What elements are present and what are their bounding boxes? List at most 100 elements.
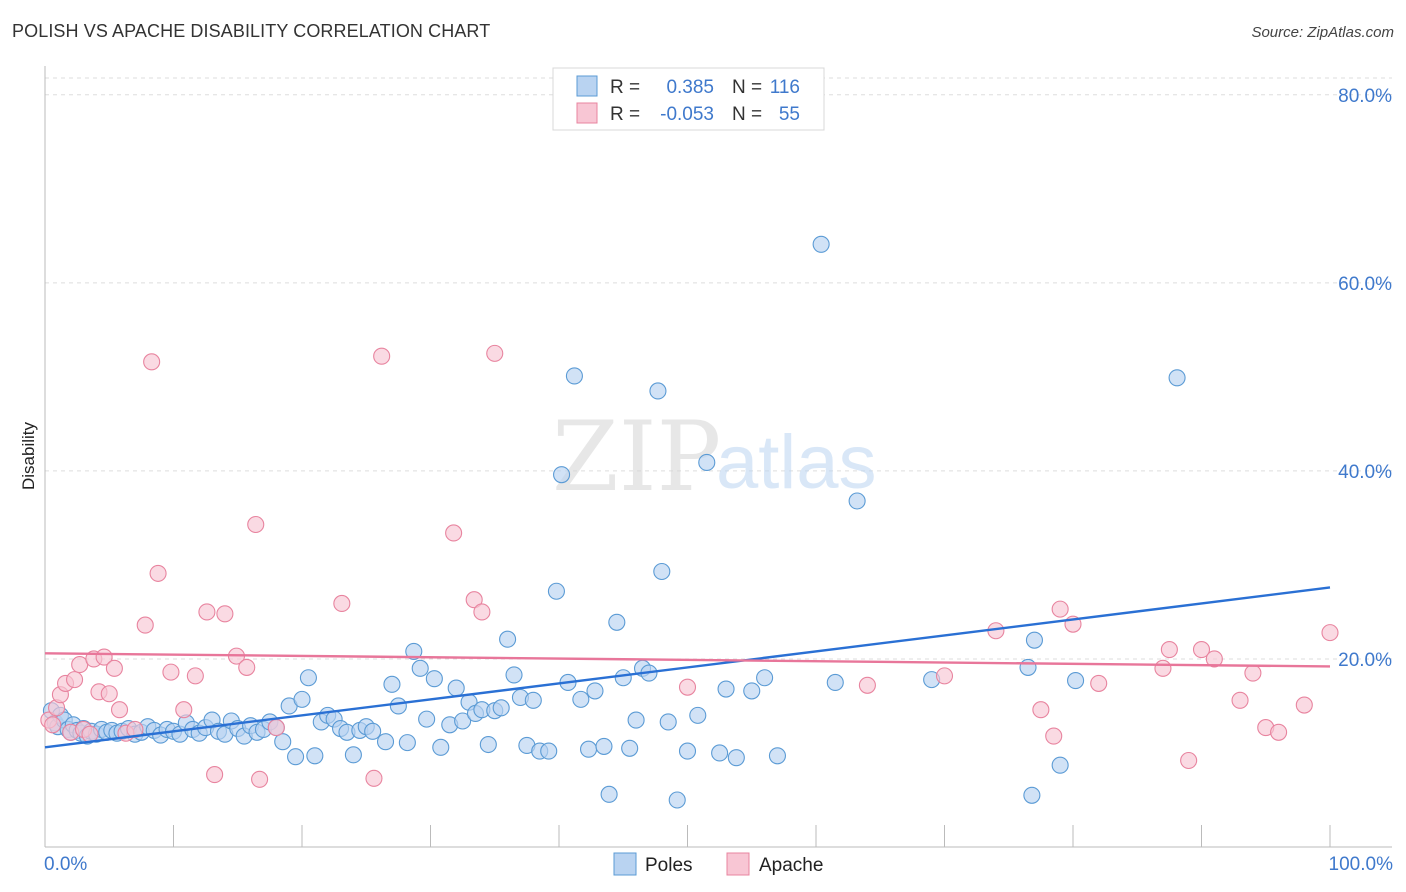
apache-n-value: 55 — [779, 104, 800, 125]
poles-point — [668, 791, 686, 809]
apache-point — [136, 616, 154, 634]
poles-point — [649, 382, 667, 400]
apache-point — [858, 676, 876, 694]
apache-point — [105, 659, 123, 677]
apache-point — [1180, 751, 1198, 770]
poles-point — [499, 630, 517, 648]
poles-point — [848, 492, 866, 510]
poles-point — [1067, 672, 1085, 690]
apache-point — [678, 678, 697, 696]
legend-poles-swatch — [613, 852, 637, 876]
chart-title: POLISH VS APACHE DISABILITY CORRELATION … — [12, 21, 491, 41]
apache-point — [175, 701, 193, 719]
poles-n-value: 116 — [770, 77, 800, 98]
apache-point — [445, 524, 463, 542]
poles-point — [454, 712, 472, 730]
apache-n-label: N = — [732, 104, 762, 125]
poles-point — [389, 697, 407, 715]
y-tick-label: 40.0% — [1338, 462, 1392, 483]
poles-point — [743, 682, 761, 700]
series-legend: Poles Apache — [613, 852, 823, 876]
apache-point — [473, 603, 491, 621]
poles-point — [432, 738, 450, 756]
poles-point — [274, 733, 292, 751]
apache-r-value: -0.053 — [660, 104, 714, 125]
apache-point — [1051, 600, 1069, 618]
poles-point — [689, 706, 707, 724]
poles-point — [627, 711, 645, 729]
apache-point — [1295, 696, 1313, 714]
trend-lines — [44, 586, 1331, 749]
apache-point — [935, 667, 954, 685]
apache-series — [40, 344, 1339, 788]
apache-point — [1321, 624, 1339, 642]
poles-point — [376, 733, 395, 751]
apache-point — [110, 701, 129, 719]
poles-point — [344, 746, 362, 764]
poles-point — [565, 367, 583, 385]
poles-point — [418, 710, 436, 728]
poles-point — [1168, 369, 1186, 387]
apache-point — [1045, 727, 1063, 745]
poles-point — [826, 673, 844, 692]
source-credit: Source: ZipAtlas.com — [1251, 24, 1394, 41]
poles-point — [547, 582, 565, 600]
apache-point — [333, 594, 351, 613]
poles-point — [364, 722, 382, 740]
apache-point — [1231, 691, 1249, 709]
poles-point — [600, 785, 618, 803]
poles-r-value: 0.385 — [666, 77, 714, 98]
apache-point — [247, 515, 265, 534]
poles-point — [540, 742, 558, 760]
poles-point — [492, 699, 510, 717]
apache-point — [143, 353, 161, 371]
apache-point — [206, 766, 224, 784]
poles-trend-line — [44, 586, 1331, 749]
poles-point — [479, 735, 497, 754]
y-tick-label: 60.0% — [1338, 274, 1392, 295]
poles-point — [398, 734, 416, 752]
poles-point — [768, 747, 787, 765]
tick-labels: 20.0% 40.0% 60.0% 80.0% 0.0% 100.0% — [44, 86, 1393, 875]
poles-point — [1051, 756, 1069, 774]
apache-point — [1205, 650, 1223, 668]
poles-point — [653, 562, 671, 581]
apache-swatch — [576, 102, 598, 124]
apache-r-label: R = — [610, 104, 640, 125]
poles-n-label: N = — [732, 77, 762, 98]
poles-point — [659, 713, 677, 731]
apache-point — [1154, 659, 1172, 677]
poles-point — [505, 666, 523, 684]
poles-point — [621, 739, 639, 757]
apache-point — [126, 720, 144, 739]
apache-point — [81, 725, 99, 743]
poles-point — [306, 747, 324, 765]
x-tick-label: 100.0% — [1329, 854, 1394, 875]
poles-point — [299, 669, 317, 687]
poles-point — [608, 613, 626, 631]
legend-apache-swatch — [726, 852, 750, 876]
apache-point — [1192, 640, 1211, 659]
apache-point — [365, 769, 383, 787]
apache-point — [1244, 664, 1262, 682]
apache-point — [1090, 674, 1108, 692]
poles-point — [711, 744, 729, 762]
poles-r-label: R = — [610, 77, 640, 98]
x-tick-label: 0.0% — [44, 854, 87, 875]
poles-point — [411, 659, 429, 677]
apache-point — [149, 564, 167, 582]
poles-point — [293, 690, 311, 708]
poles-point — [447, 679, 465, 697]
apache-point — [1032, 701, 1050, 719]
poles-swatch — [576, 75, 598, 97]
stats-legend: R = 0.385 N = 116 R = -0.053 N = 55 — [552, 67, 825, 131]
apache-point — [1270, 723, 1288, 741]
apache-trend-line — [44, 652, 1331, 668]
apache-point — [251, 770, 269, 788]
apache-point — [162, 663, 180, 681]
poles-point — [586, 682, 604, 700]
apache-point — [186, 667, 204, 685]
poles-point — [1023, 786, 1041, 804]
poles-point — [595, 737, 613, 755]
